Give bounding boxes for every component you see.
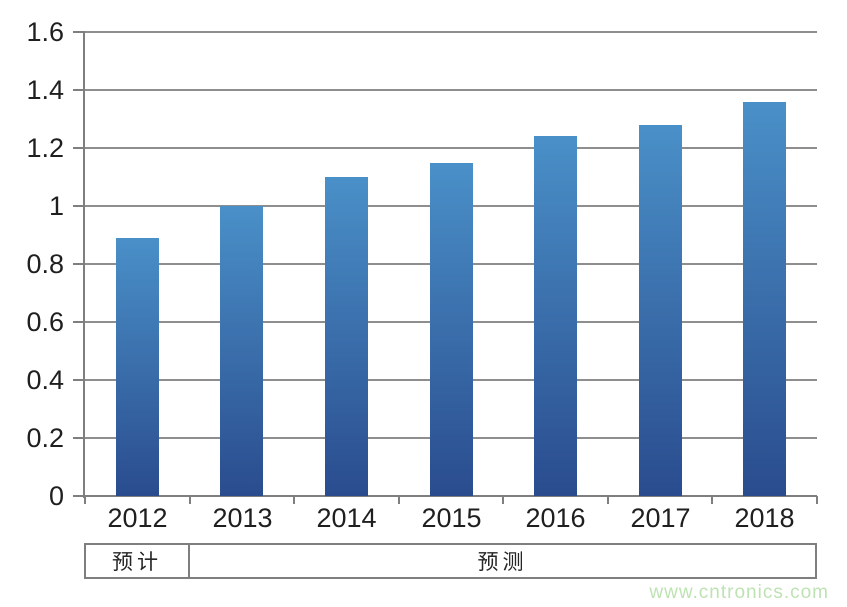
bar-2016	[534, 136, 577, 496]
y-axis-label: 0.2	[26, 423, 64, 453]
gridline	[85, 31, 817, 33]
y-axis-tick	[73, 147, 85, 149]
y-axis-label: 1.4	[26, 75, 64, 105]
y-axis-tick	[73, 495, 85, 497]
x-axis-label-2018: 2018	[734, 503, 795, 533]
y-axis-label: 1.6	[26, 17, 64, 47]
bar-2014	[325, 177, 368, 496]
x-axis-label-2017: 2017	[630, 503, 691, 533]
y-axis-label: 0.8	[26, 249, 64, 279]
plot-area	[85, 31, 817, 497]
forecast-annotation-row: 预计 预测	[84, 543, 817, 579]
bar-2017	[639, 125, 682, 496]
y-axis-tick	[73, 437, 85, 439]
x-axis-tick	[502, 496, 504, 504]
annotation-label-estimate: 预计	[112, 551, 162, 574]
y-axis-label: 1	[48, 191, 64, 221]
y-axis-tick	[73, 263, 85, 265]
annotation-cell-forecast: 预测	[190, 545, 815, 577]
x-axis-tick	[189, 496, 191, 504]
gridline	[85, 89, 817, 91]
bar-2013	[220, 206, 263, 496]
y-axis-label: 1.2	[26, 133, 64, 163]
watermark-text: www.cntronics.com	[649, 582, 829, 603]
x-axis-label-2013: 2013	[212, 503, 273, 533]
x-axis-tick	[607, 496, 609, 504]
annotation-cell-estimate: 预计	[86, 545, 190, 577]
x-axis-label-2014: 2014	[316, 503, 377, 533]
bar-2015	[430, 163, 473, 496]
bar-2012	[116, 238, 159, 496]
x-axis-label-2016: 2016	[525, 503, 586, 533]
y-axis-label: 0	[48, 481, 64, 511]
bar-2018	[743, 102, 786, 496]
y-axis-label: 0.6	[26, 307, 64, 337]
x-axis-tick	[84, 496, 86, 504]
y-axis-tick	[73, 321, 85, 323]
gridline	[85, 495, 817, 497]
y-axis-tick	[73, 379, 85, 381]
y-axis-tick	[73, 31, 85, 33]
x-axis-tick	[293, 496, 295, 504]
y-axis-tick	[73, 205, 85, 207]
y-axis-tick	[73, 89, 85, 91]
x-axis-tick	[711, 496, 713, 504]
y-axis-line	[83, 32, 85, 498]
y-axis-label: 0.4	[26, 365, 64, 395]
x-axis-tick	[816, 496, 818, 504]
annotation-label-forecast: 预测	[477, 551, 528, 574]
x-axis-label-2012: 2012	[107, 503, 168, 533]
x-axis-tick	[398, 496, 400, 504]
gridline	[85, 147, 817, 149]
x-axis-label-2015: 2015	[421, 503, 482, 533]
